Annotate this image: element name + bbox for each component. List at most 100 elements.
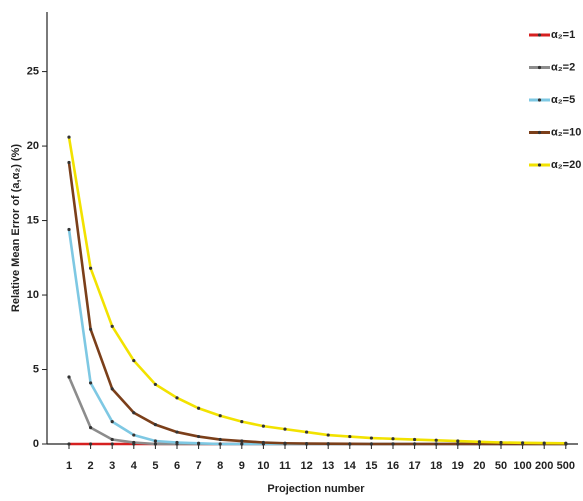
x-tick-label: 6: [174, 460, 180, 472]
point: [132, 433, 136, 437]
point: [110, 387, 114, 391]
point: [110, 420, 114, 424]
point: [153, 439, 157, 443]
series-line: [67, 229, 566, 446]
point: [240, 442, 244, 446]
point: [132, 411, 136, 415]
point: [261, 440, 265, 445]
point: [197, 406, 201, 410]
point: [153, 442, 157, 446]
point: [132, 358, 136, 363]
x-tick-label: 18: [430, 460, 442, 472]
point: [218, 442, 222, 446]
y-tick-label: 15: [27, 214, 39, 226]
point: [369, 436, 373, 440]
x-tick-label: 11: [279, 460, 291, 472]
x-tick-label: 7: [196, 460, 202, 472]
x-tick-label: 9: [239, 460, 245, 472]
x-tick-label: 3: [109, 460, 115, 472]
x-tick-label: 13: [322, 460, 334, 472]
point: [67, 442, 71, 446]
x-tick-label: 500: [557, 460, 575, 472]
point: [110, 324, 114, 328]
y-axis-label: Relative Mean Error of (a,α₂) (%): [10, 144, 22, 312]
point: [348, 434, 352, 439]
point: [110, 437, 114, 442]
x-tick-label: 19: [452, 460, 464, 472]
legend-marker: [537, 65, 542, 70]
x-tick-label: 1: [66, 460, 72, 472]
x-tick-label: 20: [473, 460, 485, 472]
point: [89, 442, 93, 446]
x-tick-label: 5: [152, 460, 158, 472]
legend-marker: [537, 98, 542, 102]
series-line: [67, 162, 566, 446]
point: [305, 441, 309, 446]
x-tick-label: 8: [217, 460, 223, 472]
x-tick-label: 50: [495, 460, 507, 472]
point: [132, 440, 136, 445]
point: [413, 442, 417, 446]
x-tick-label: 16: [387, 460, 399, 472]
point: [348, 442, 352, 446]
point: [413, 437, 417, 442]
point: [67, 135, 71, 139]
point: [434, 438, 438, 442]
y-tick-label: 5: [33, 363, 39, 375]
point: [67, 227, 71, 232]
point: [477, 442, 481, 446]
x-tick-label: 2: [88, 460, 94, 472]
point: [434, 442, 438, 446]
point: [153, 382, 157, 387]
point: [261, 424, 265, 428]
y-tick-label: 0: [33, 438, 39, 450]
point: [89, 266, 93, 270]
x-tick-label: 14: [344, 460, 357, 472]
point: [197, 441, 201, 445]
legend-label: α₂=10: [551, 126, 581, 138]
x-axis-label: Projection number: [267, 483, 365, 495]
point: [305, 430, 309, 434]
point: [175, 396, 179, 400]
point: [283, 441, 287, 445]
point: [369, 442, 373, 446]
legend-marker: [537, 130, 542, 135]
point: [175, 440, 179, 445]
legend-label: α₂=5: [551, 94, 575, 106]
x-tick-label: 15: [365, 460, 377, 472]
x-tick-label: 12: [300, 460, 312, 472]
point: [218, 437, 222, 442]
x-tick-label: 17: [408, 460, 420, 472]
point: [67, 375, 71, 379]
point: [391, 437, 395, 441]
point: [67, 160, 71, 165]
point: [521, 441, 525, 445]
x-tick-label: 200: [535, 460, 553, 472]
point: [391, 442, 395, 446]
point: [89, 426, 93, 430]
series-line: [67, 136, 566, 445]
legend-marker: [537, 163, 542, 167]
point: [542, 441, 546, 445]
point: [197, 434, 201, 439]
x-tick-label: 10: [257, 460, 269, 472]
point: [89, 381, 93, 385]
point: [175, 430, 179, 434]
point: [89, 327, 93, 331]
point: [240, 439, 244, 443]
point: [240, 420, 244, 424]
y-tick-label: 10: [27, 289, 39, 301]
point: [564, 441, 568, 445]
y-tick-label: 25: [27, 65, 39, 77]
point: [110, 442, 114, 446]
legend-label: α₂=2: [551, 61, 575, 73]
point: [218, 414, 222, 418]
point: [499, 440, 503, 445]
x-tick-label: 4: [131, 460, 138, 472]
legend-marker: [537, 33, 542, 37]
point: [283, 427, 287, 431]
legend-label: α₂=1: [551, 29, 575, 41]
x-tick-label: 100: [513, 460, 531, 472]
point: [326, 433, 330, 437]
